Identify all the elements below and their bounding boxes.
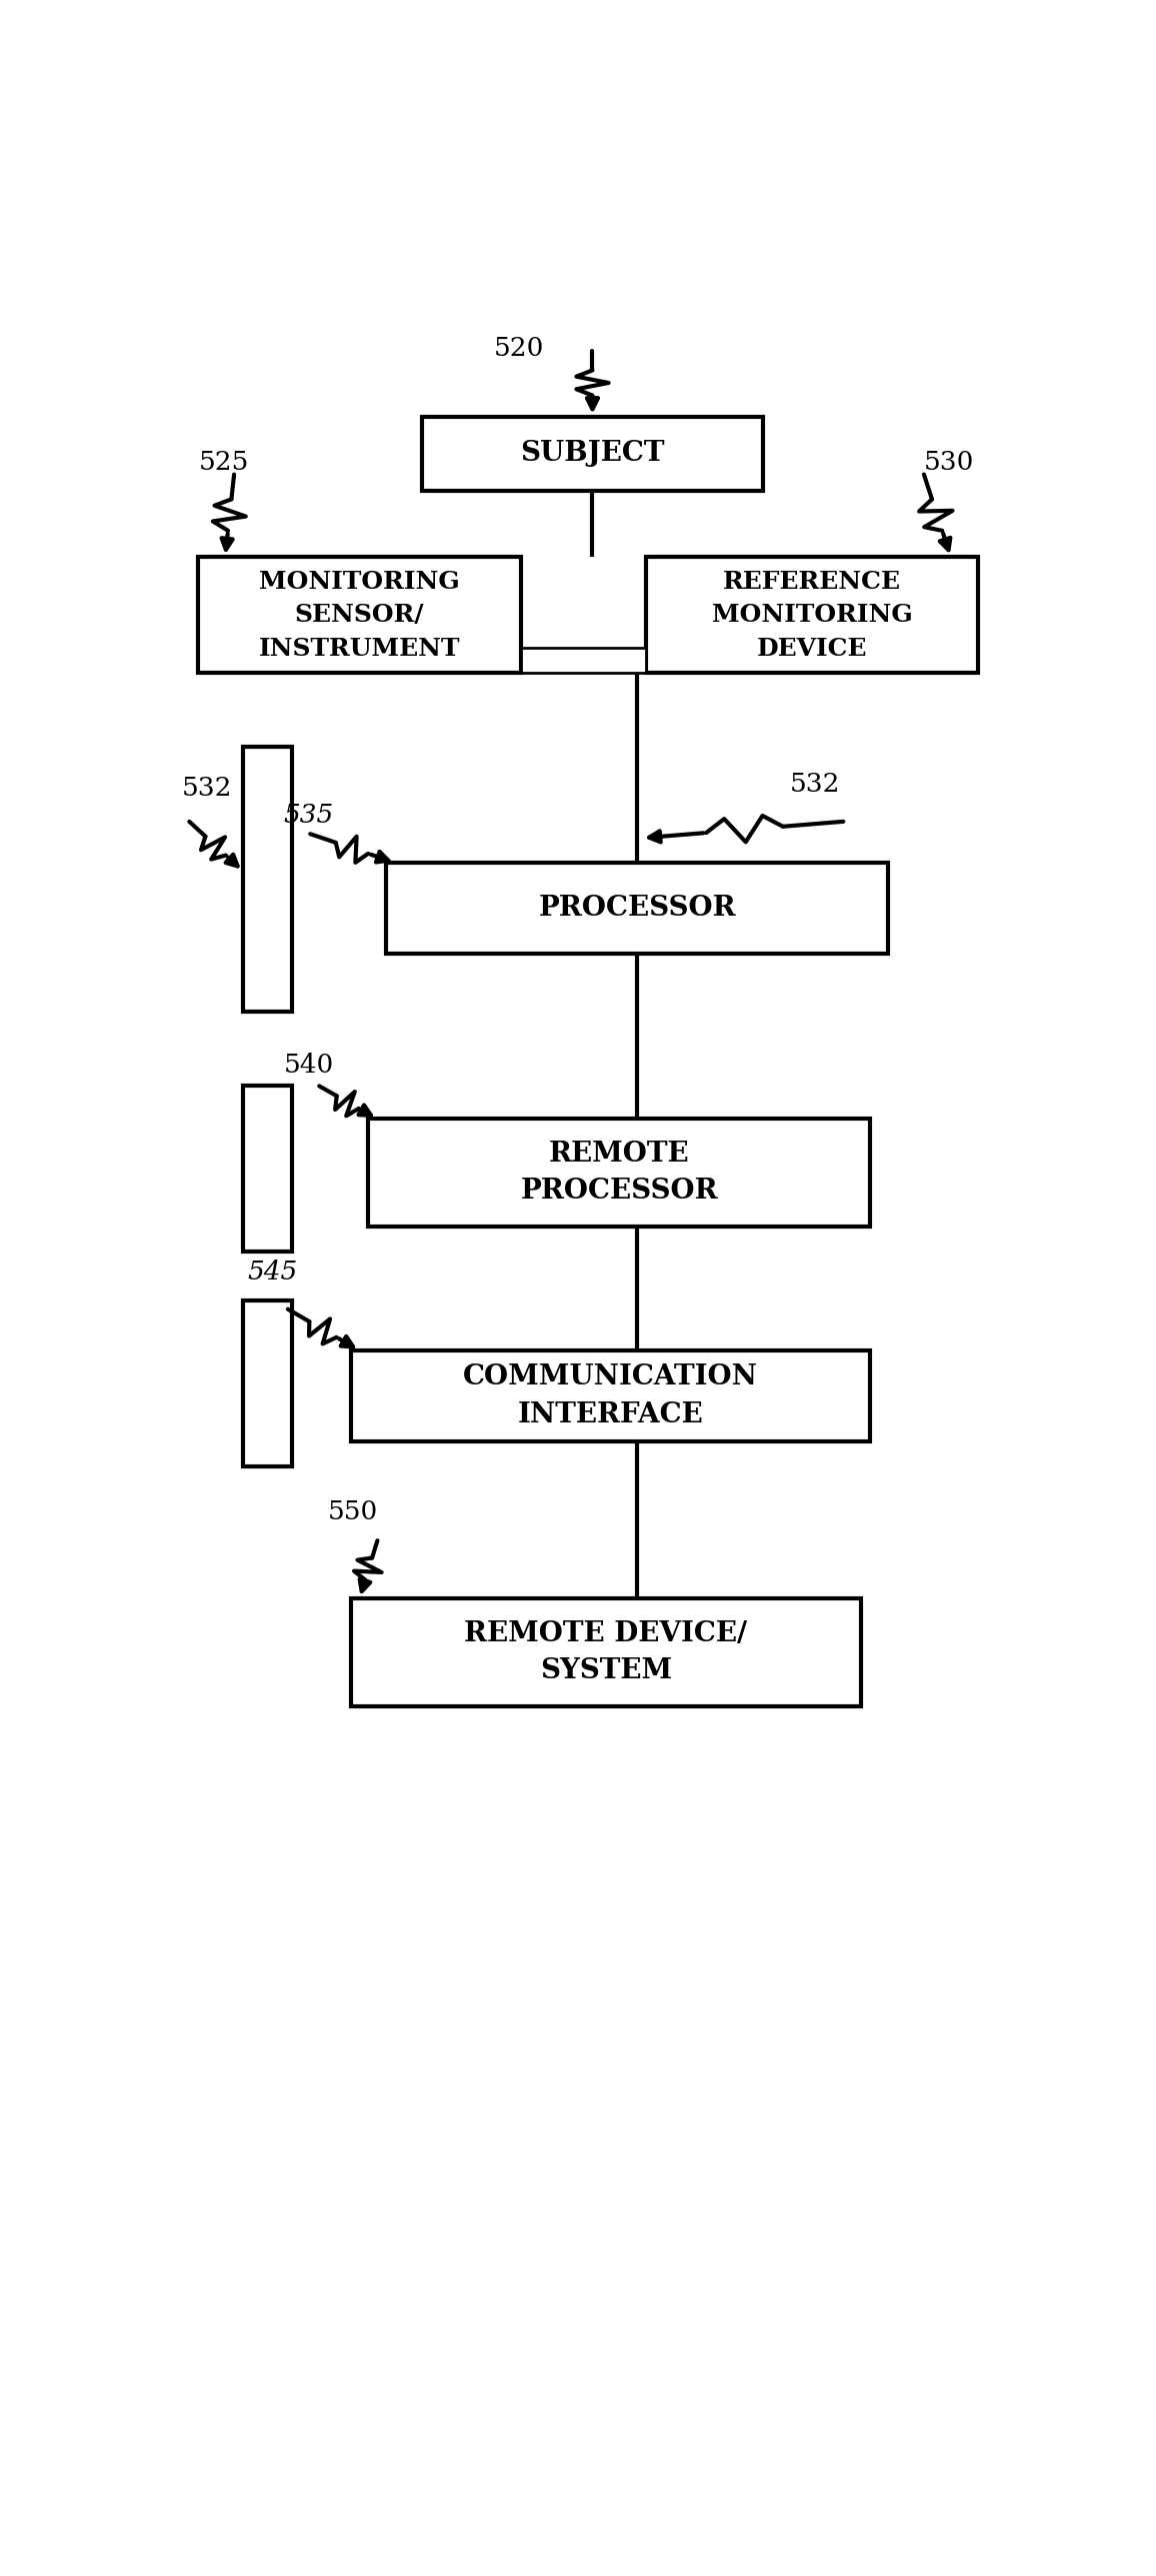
Text: 532: 532 xyxy=(183,775,232,801)
Bar xyxy=(199,556,520,672)
Text: 532: 532 xyxy=(790,773,840,796)
Bar xyxy=(350,1350,870,1443)
Text: 545: 545 xyxy=(247,1260,298,1285)
Bar xyxy=(386,863,888,953)
Text: 520: 520 xyxy=(494,337,544,361)
Text: 550: 550 xyxy=(328,1499,378,1525)
Text: 530: 530 xyxy=(924,451,975,474)
Text: 525: 525 xyxy=(199,451,249,474)
Bar xyxy=(243,1301,292,1466)
Text: PROCESSOR: PROCESSOR xyxy=(539,894,736,922)
Text: REFERENCE
MONITORING
DEVICE: REFERENCE MONITORING DEVICE xyxy=(712,569,912,659)
Text: REMOTE DEVICE/
SYSTEM: REMOTE DEVICE/ SYSTEM xyxy=(465,1620,748,1685)
Text: MONITORING
SENSOR/
INSTRUMENT: MONITORING SENSOR/ INSTRUMENT xyxy=(259,569,460,659)
Text: REMOTE
PROCESSOR: REMOTE PROCESSOR xyxy=(520,1141,718,1206)
Text: COMMUNICATION
INTERFACE: COMMUNICATION INTERFACE xyxy=(462,1363,758,1427)
Bar xyxy=(243,747,292,1012)
Text: SUBJECT: SUBJECT xyxy=(520,440,665,466)
Bar xyxy=(369,1118,870,1226)
Bar xyxy=(350,1597,861,1705)
Bar xyxy=(243,1087,292,1252)
Bar xyxy=(422,417,763,492)
Text: 540: 540 xyxy=(283,1054,334,1077)
Bar xyxy=(646,556,978,672)
Bar xyxy=(520,649,646,672)
Text: 535: 535 xyxy=(283,801,334,827)
